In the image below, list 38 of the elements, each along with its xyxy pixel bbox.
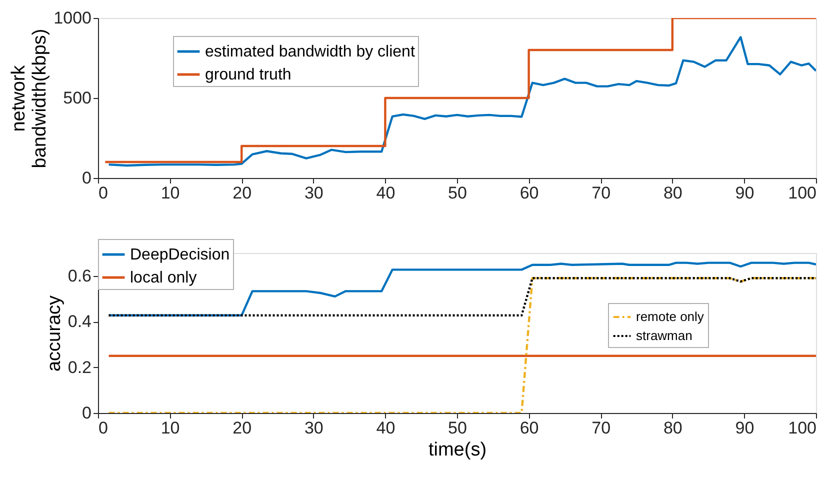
y-tick-label: 500 (63, 88, 92, 108)
y-tick-label: 0 (82, 168, 92, 188)
legend-label: estimated bandwidth by client (205, 44, 416, 60)
x-tick-label: 20 (232, 418, 252, 438)
x-tick-label: 60 (520, 184, 539, 202)
x-tick-label: 70 (592, 184, 611, 202)
y-tick-label: 0.2 (68, 358, 92, 377)
x-tick-label: 0 (98, 418, 108, 438)
x-tick-label: 60 (520, 418, 539, 438)
x-tick-label: 70 (592, 418, 611, 438)
y-tick-label: 0.6 (68, 266, 92, 286)
x-tick-label: 100 (788, 418, 816, 438)
x-tick-label: 100 (788, 184, 816, 202)
x-tick-label: 10 (160, 418, 180, 438)
y-axis-title: network bandwidth(kbps) (8, 28, 51, 168)
x-tick-label: 30 (304, 184, 324, 202)
y-tick-label: 1000 (54, 8, 92, 28)
x-tick-label: 90 (735, 418, 754, 438)
x-tick-label: 40 (376, 418, 396, 438)
legend-label: strawman (636, 328, 692, 343)
y-axis-title: accuracy (44, 294, 65, 372)
x-tick-label: 80 (663, 418, 682, 438)
legend-label: remote only (636, 309, 704, 324)
legend-label: local only (130, 270, 197, 286)
x-tick-label: 10 (160, 184, 180, 202)
x-tick-label: 0 (98, 184, 108, 202)
legend-label: ground truth (205, 66, 292, 84)
y-tick-label: 0.4 (68, 312, 92, 332)
x-axis-title: time(s) (428, 440, 487, 460)
x-tick-label: 30 (304, 418, 324, 438)
y-tick-label: 0 (82, 404, 92, 422)
x-tick-label: 90 (735, 184, 754, 202)
x-tick-label: 50 (448, 418, 467, 438)
x-tick-label: 40 (376, 184, 396, 202)
x-tick-label: 50 (448, 184, 467, 202)
legend-label: DeepDecision (130, 246, 230, 264)
x-tick-label: 20 (232, 184, 252, 202)
x-tick-label: 80 (663, 184, 682, 202)
